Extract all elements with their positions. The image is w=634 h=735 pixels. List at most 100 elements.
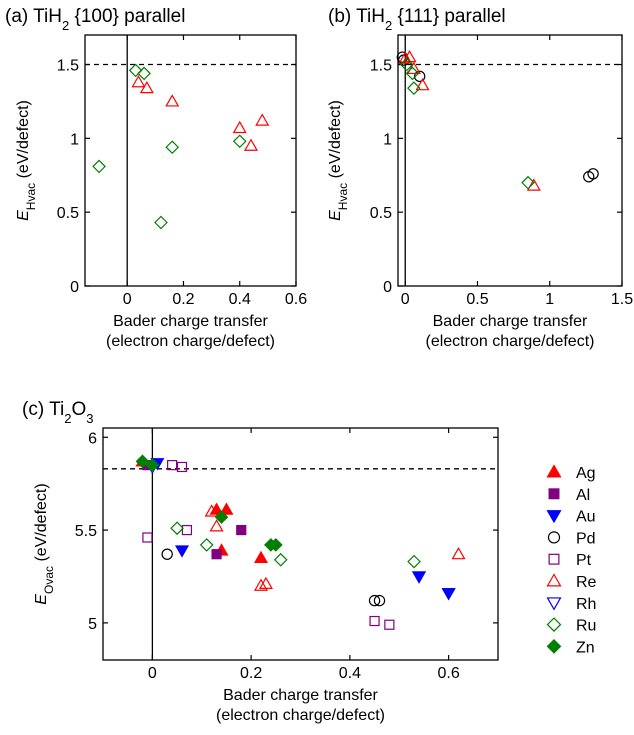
y-tick-label: 5.5 [75,523,97,540]
legend-label: Ru [576,618,596,635]
data-point-pt [369,615,380,627]
legend: Ag Al Au Pd Pt Re Rh Ru Zn [546,464,597,656]
x-axis-label-line2: (electron charge/defect) [216,707,385,724]
x-tick-label: 0 [123,291,132,308]
data-point-ru [407,554,421,569]
legend-label: Al [576,487,590,504]
legend-label: Au [576,509,596,526]
data-point-rh [411,571,427,584]
y-tick-label: 5 [88,616,97,633]
legend-label: Re [576,574,597,591]
data-point-re [232,120,247,134]
data-point-re [255,113,270,126]
x-axis-label: Bader charge transfer [433,313,588,330]
data-point-re [253,578,269,591]
y-tick-label: 1 [383,131,392,148]
legend-label: Ag [576,465,596,482]
legend-marker-pd [547,531,561,544]
plot-frame [102,427,499,661]
legend-label: Rh [576,596,596,613]
y-tick-label: 0 [70,279,79,296]
data-point-pd [413,70,426,83]
data-point-au [174,545,190,558]
data-point-ag [253,550,269,564]
data-point-pd [373,594,386,607]
data-point-ru [273,552,288,567]
legend-marker-al [548,488,560,500]
chart-title: (c) Ti2O3 [22,399,93,426]
legend-marker-ag [546,464,562,478]
chart-panel-2: (b) TiH2 {111} parallel 0 0.5 1 1.5 0 0.5 1 1.5 B… [327,6,633,350]
chart-panel-1: (a) TiH2 {100} parallel 0 0.2 0.4 0.6 0 0.5 1 1.… [5,6,307,350]
chart-title: (a) TiH2 {100} parallel [5,6,185,33]
data-point-ru [92,159,106,174]
data-point-zn [214,510,229,524]
x-axis-label: Bader charge transfer [223,687,378,704]
x-tick-label: 0.4 [229,291,251,308]
x-tick-label: 0.2 [240,665,262,682]
data-point-ru [137,66,151,81]
x-tick-label: 0 [401,291,410,308]
data-point-re [415,77,430,91]
x-tick-label: 1.5 [611,291,633,308]
data-point-re [204,504,219,517]
data-point-ru [128,63,143,78]
data-point-re [258,576,273,590]
legend-marker-re [546,573,562,587]
x-tick-label: 0 [148,665,157,682]
y-tick-label: 0.5 [57,205,79,222]
legend-label: Pd [576,530,596,547]
data-point-ru [170,521,184,536]
data-point-al [236,524,247,536]
data-point-pt [167,460,178,471]
data-point-au [411,571,427,584]
x-axis-label-line2: (electron charge/defect) [106,333,275,350]
y-tick-label: 0.5 [370,205,392,222]
data-point-ru [407,81,421,96]
data-point-ru [405,66,420,81]
legend-label: Pt [576,552,592,569]
y-axis-label: EHvac (eV/defect) [15,100,38,221]
data-point-re [209,519,224,532]
data-point-rh [441,588,456,601]
data-point-pd [161,548,173,560]
data-point-re [526,178,541,191]
plot-frame [397,34,623,287]
data-point-zn [268,538,283,552]
x-tick-label: 0.6 [285,291,307,308]
legend-marker-ru [546,617,562,632]
legend-label: Zn [576,639,595,656]
chart-title: (b) TiH2 {111} parallel [328,6,506,33]
plot-frame [84,34,297,287]
data-point-pt [181,524,193,536]
legend-marker-zn [546,639,562,654]
data-point-re [139,80,154,94]
data-point-ru [199,538,214,552]
data-point-ru [399,57,414,72]
legend-marker-pt [548,553,560,565]
data-point-al [211,549,222,560]
legend-marker-au [546,510,562,524]
x-tick-label: 0.6 [438,665,460,682]
x-axis-label-line2: (electron charge/defect) [426,333,595,350]
x-tick-label: 0.5 [466,291,488,308]
data-point-ru [232,134,247,149]
x-tick-label: 0.4 [339,665,361,682]
x-tick-label: 1 [545,291,554,308]
data-point-re [131,75,146,88]
x-axis-label: Bader charge transfer [113,313,268,330]
data-point-ru [154,215,168,230]
legend-marker-rh [546,597,562,611]
data-point-pt [142,532,153,543]
data-point-au [441,588,456,601]
y-tick-label: 1.5 [57,58,79,75]
data-point-pd [587,168,599,180]
chart-panel-3: (c) Ti2O3 0 0.2 0.4 0.6 5 5.5 6 Bader charge tra… [22,399,597,724]
data-point-re [451,546,466,560]
data-point-pt [384,619,395,630]
y-tick-label: 1 [70,131,79,148]
y-tick-label: 0 [383,279,392,296]
data-point-zn [145,458,160,472]
data-point-ru [521,175,535,190]
